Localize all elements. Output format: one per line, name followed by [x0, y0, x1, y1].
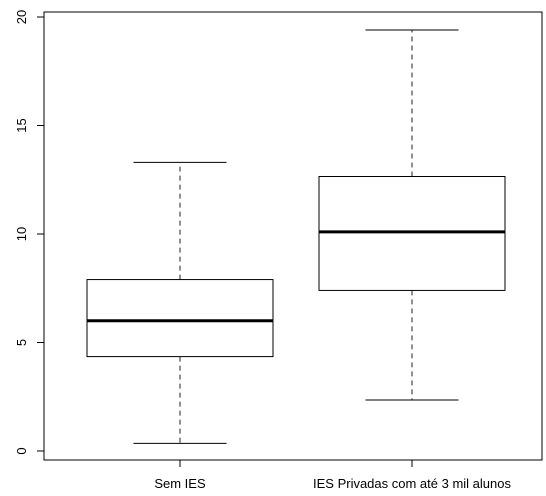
y-axis: 0 5 10 15 20: [14, 10, 45, 455]
y-tick-label: 0: [14, 447, 29, 454]
box-series: [86, 29, 506, 444]
y-tick-label: 10: [14, 227, 29, 241]
y-tick-label: 20: [14, 10, 29, 24]
y-tick-label: 15: [14, 118, 29, 132]
iqr-box: [86, 279, 274, 358]
x-tick-label: Sem IES: [154, 476, 206, 491]
box-1: [86, 161, 274, 444]
x-axis: Sem IES IES Privadas com até 3 mil alunos: [154, 459, 511, 491]
x-tick-label: IES Privadas com até 3 mil alunos: [313, 476, 511, 491]
y-tick-label: 5: [14, 339, 29, 346]
iqr-box: [318, 175, 506, 291]
box-2: [318, 29, 506, 401]
